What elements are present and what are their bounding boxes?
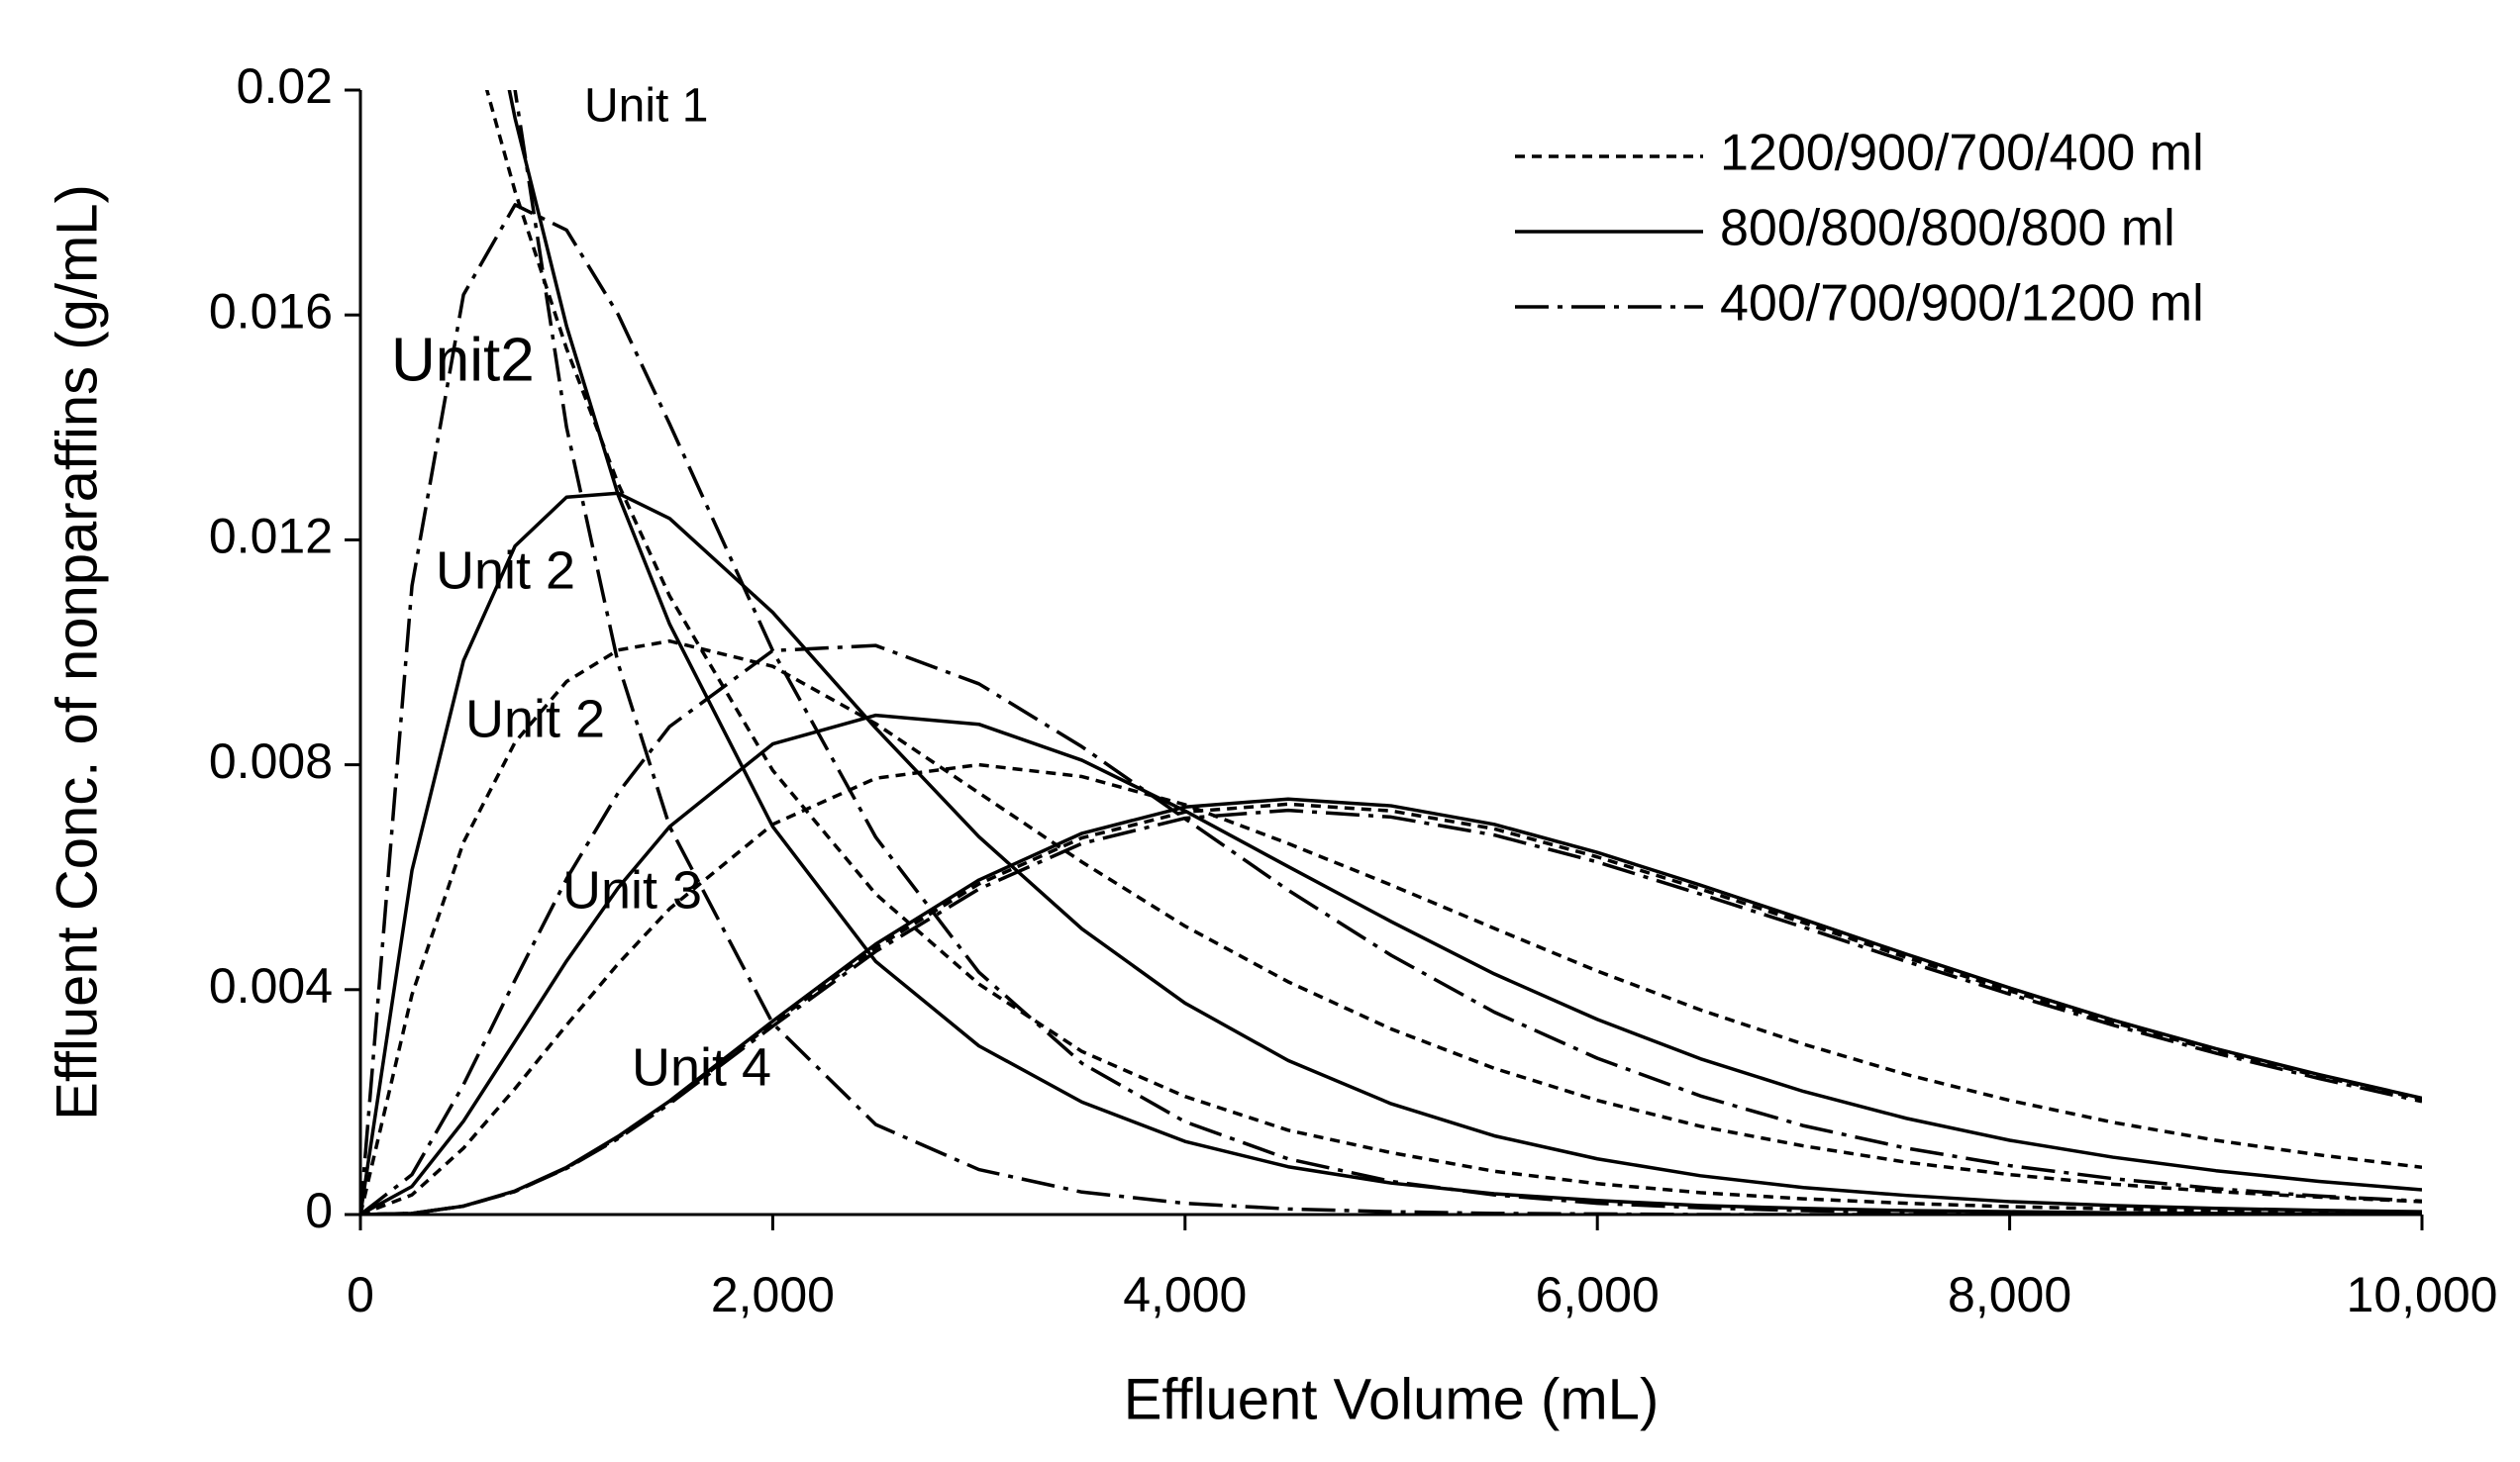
y-tick-label: 0.02 (237, 58, 333, 114)
curve (360, 808, 2422, 1215)
x-tick-label: 2,000 (711, 1267, 835, 1322)
legend-label: 800/800/800/800 ml (1720, 200, 2175, 257)
curve (360, 643, 2422, 1215)
curve (360, 797, 2422, 1215)
x-axis-title: Effluent Volume (mL) (1124, 1367, 1660, 1431)
y-tick-label: 0.012 (209, 509, 333, 564)
y-tick-label: 0.004 (209, 958, 333, 1014)
curve (507, 90, 2422, 1215)
legend-label: 1200/900/700/400 ml (1720, 125, 2204, 182)
curve (360, 713, 2422, 1215)
x-tick-label: 4,000 (1123, 1267, 1247, 1322)
y-tick-label: 0.008 (209, 733, 333, 789)
curve (513, 90, 2422, 1215)
legend-label: 400/700/900/1200 ml (1720, 275, 2204, 333)
annotation: Unit 2 (465, 689, 605, 748)
x-tick-label: 6,000 (1536, 1267, 1660, 1322)
y-tick-label: 0.016 (209, 283, 333, 339)
y-tick-label: 0 (305, 1183, 333, 1238)
curve (484, 90, 2422, 1215)
y-axis-title: Effluent Conc. of nonparaffins (g/mL) (45, 184, 109, 1121)
x-tick-label: 8,000 (1948, 1267, 2071, 1322)
annotation: Unit 2 (436, 540, 575, 600)
plot-area (360, 90, 2422, 1215)
annotation: Unit 3 (562, 860, 702, 920)
annotation: Unit 1 (584, 80, 708, 133)
curve (360, 491, 2422, 1215)
x-tick-label: 0 (347, 1267, 374, 1322)
annotation: Unit 4 (632, 1037, 771, 1097)
annotation: Unit2 (391, 326, 535, 394)
x-tick-label: 10,000 (2347, 1267, 2498, 1322)
curve (360, 762, 2422, 1215)
